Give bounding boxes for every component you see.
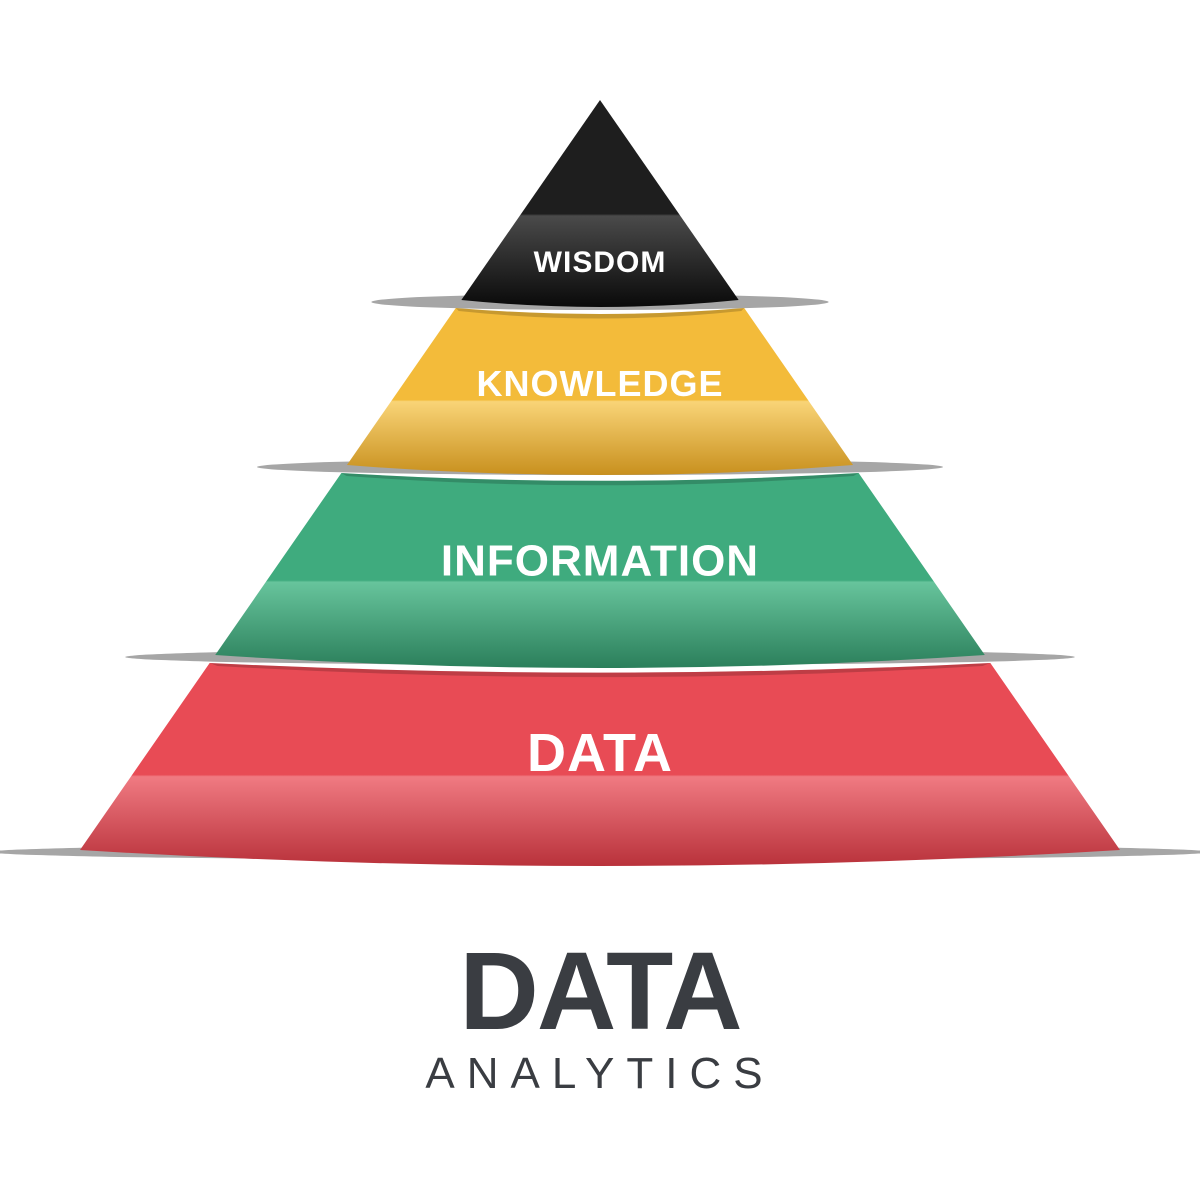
infographic-stage: WISDOM KNOWLEDGE INFORMATION DATA DATA ANAL… [0,0,1200,1198]
title-main: DATA [0,940,1200,1045]
title-sub: ANALYTICS [0,1049,1200,1099]
level-label-wisdom: WISDOM [534,246,667,279]
level-label-data: DATA [527,723,673,783]
title-block: DATA ANALYTICS [0,940,1200,1099]
level-label-knowledge: KNOWLEDGE [477,363,724,404]
level-label-information: INFORMATION [441,537,759,586]
pyramid-diagram: WISDOM KNOWLEDGE INFORMATION DATA [0,0,1200,920]
